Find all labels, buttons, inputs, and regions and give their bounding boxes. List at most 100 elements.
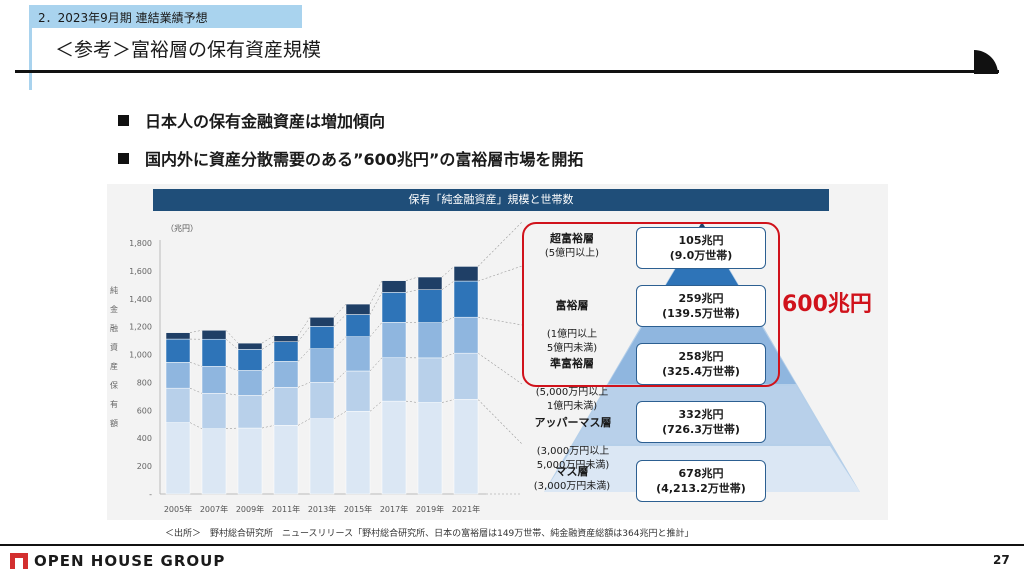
y-tick-label: 1,200	[129, 323, 152, 332]
y-tick-label: 200	[137, 462, 152, 471]
bar-connector-line	[225, 366, 239, 371]
tier-name: 超富裕層	[550, 232, 594, 245]
bar-segment	[201, 330, 227, 340]
bar-connector-line	[333, 303, 347, 318]
tier-value-box: 678兆円 (4,213.2万世帯)	[636, 460, 766, 502]
footer-divider	[0, 544, 1024, 546]
tier-range: (5,000万円以上 1億円未満)	[535, 387, 609, 412]
bar-segment	[345, 303, 371, 315]
bar-segment	[417, 402, 443, 495]
x-tick-label: 2021年	[452, 504, 480, 514]
bar-connector-line	[261, 361, 275, 371]
tier-range: (3,000万円未満)	[533, 481, 611, 492]
tier-amount: 258兆円	[678, 350, 724, 363]
bar-segment	[309, 382, 335, 419]
bar-connector-line	[369, 280, 383, 305]
tier-label-semi-wealthy: 準富裕層 (5,000万円以上 1億円未満)	[522, 343, 622, 414]
bar-connector-line	[261, 341, 275, 350]
x-tick-label: 2009年	[236, 504, 264, 514]
bar-segment	[201, 366, 227, 394]
y-axis-label-char: 融	[110, 323, 118, 333]
bar-segment	[273, 361, 299, 388]
tier-label-upper-mass: アッパーマス層 (3,000万円以上 5,000万円未満)	[518, 402, 628, 473]
bar-segment	[345, 370, 371, 412]
tier-households: (325.4万世帯)	[662, 365, 740, 378]
bar-connector-line	[333, 314, 347, 327]
title-divider	[15, 70, 999, 73]
y-axis-label-char: 金	[110, 304, 118, 314]
bar-segment	[453, 399, 479, 495]
bar-segment	[237, 370, 263, 396]
bar-connector-line	[297, 326, 311, 342]
y-tick-label: 1,400	[129, 295, 152, 304]
bar-segment	[309, 418, 335, 495]
tier-label-mass: マス層 (3,000万円未満)	[522, 465, 622, 494]
page-title: ＜参考＞富裕層の保有資産規模	[55, 39, 322, 61]
bar-connector-line	[225, 427, 239, 429]
bar-connector-line	[405, 289, 419, 293]
bar-connector-line	[369, 400, 383, 412]
x-tick-label: 2005年	[164, 504, 192, 514]
y-tick-label: 1,800	[129, 239, 152, 248]
y-axis-label-char: 産	[110, 361, 118, 371]
bar-connector-line	[261, 425, 275, 429]
bar-connector-line	[189, 422, 203, 429]
tier-amount: 678兆円	[678, 467, 724, 480]
chart-connector-lines	[477, 221, 523, 495]
bar-segment	[309, 326, 335, 349]
bar-segment	[453, 266, 479, 282]
bar-segment	[345, 411, 371, 495]
bar-connector-line	[189, 362, 203, 367]
y-axis-label-char: 純	[110, 285, 118, 295]
bar-connector-line	[297, 317, 311, 336]
bar-segment	[237, 349, 263, 371]
tier-households: (139.5万世帯)	[662, 307, 740, 320]
y-tick-label: -	[149, 490, 152, 499]
y-tick-label: 800	[137, 378, 152, 387]
tier-households: (4,213.2万世帯)	[656, 482, 746, 495]
bar-segment	[417, 276, 443, 290]
bar-segment	[453, 352, 479, 400]
bar-segment	[237, 427, 263, 495]
bar-segment	[201, 393, 227, 429]
tier-range: (5億円以上)	[544, 248, 600, 259]
bar-segment	[381, 322, 407, 359]
page-number: 27	[993, 553, 1010, 567]
bar-segment	[453, 280, 479, 318]
bar-segment	[273, 335, 299, 342]
bar-segment	[237, 342, 263, 350]
bar-connector-line	[441, 316, 455, 323]
bar-connector-line	[297, 348, 311, 362]
square-bullet-icon	[118, 152, 129, 164]
bar-connector-line	[297, 418, 311, 426]
bar-connector-line	[225, 393, 239, 396]
bar-segment	[201, 338, 227, 367]
tier-name: 準富裕層	[550, 357, 594, 370]
bar-connector-line	[189, 387, 203, 394]
tier-value-box: 258兆円 (325.4万世帯)	[636, 343, 766, 385]
bar-segment	[309, 317, 335, 327]
bar-segment	[165, 338, 191, 363]
bar-segment	[273, 425, 299, 495]
y-axis-label-char: 有	[110, 399, 118, 409]
tier-amount: 259兆円	[678, 292, 724, 305]
tier-name: マス層	[555, 465, 589, 478]
bar-segment	[417, 289, 443, 323]
y-axis-label-char: 資	[110, 342, 118, 352]
y-tick-label: 400	[137, 434, 152, 443]
bar-segment	[381, 292, 407, 323]
y-tick-label: 1,600	[129, 267, 152, 276]
bar-connector-line	[441, 399, 455, 403]
x-tick-label: 2013年	[308, 504, 336, 514]
tier-households: (9.0万世帯)	[669, 249, 733, 262]
bar-segment	[165, 387, 191, 423]
section-accent-bar	[29, 5, 32, 90]
bar-segment	[381, 400, 407, 495]
bar-connector-line	[333, 336, 347, 349]
bar-segment	[309, 348, 335, 383]
section-label: 2．2023年9月期 連結業績予想	[30, 5, 302, 28]
tier-range: (3,000万円以上 5,000万円未満)	[536, 446, 610, 471]
source-note: ＜出所＞ 野村総合研究所 ニュースリリース「野村総合研究所、日本の富裕層は149…	[165, 529, 694, 539]
tier-households: (726.3万世帯)	[662, 423, 740, 436]
tier-value-box: 105兆円 (9.0万世帯)	[636, 227, 766, 269]
